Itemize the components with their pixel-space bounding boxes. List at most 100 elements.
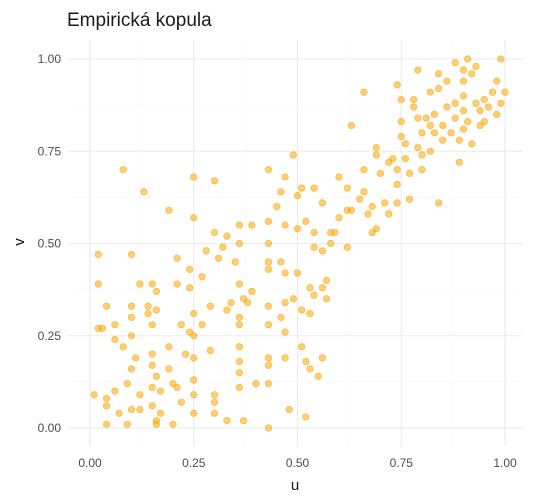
data-point: [318, 199, 327, 207]
data-point: [422, 114, 430, 122]
data-point: [198, 273, 206, 281]
data-point: [322, 276, 331, 285]
data-point: [464, 118, 472, 126]
data-point: [244, 298, 252, 307]
data-point: [405, 195, 414, 203]
data-points: [90, 55, 509, 432]
data-point: [364, 210, 372, 218]
data-point: [115, 409, 123, 417]
data-point: [401, 140, 410, 148]
data-point: [144, 310, 152, 318]
data-point: [173, 383, 181, 392]
data-point: [165, 365, 173, 373]
data-point: [144, 302, 152, 310]
data-point: [435, 70, 443, 78]
x-tick-label: 0.25: [182, 456, 206, 470]
data-point: [289, 295, 297, 303]
data-point: [435, 84, 443, 93]
data-point: [343, 184, 351, 192]
data-point: [231, 258, 239, 266]
data-point: [235, 343, 243, 351]
data-point: [190, 332, 198, 340]
data-point: [264, 166, 273, 174]
data-point: [177, 321, 185, 329]
data-point: [190, 409, 198, 417]
data-point: [239, 417, 248, 425]
data-point: [306, 284, 314, 292]
data-point: [285, 405, 293, 414]
data-point: [148, 383, 156, 392]
data-point: [298, 184, 306, 192]
data-point: [414, 114, 422, 122]
x-tick-label: 1.00: [493, 456, 517, 470]
data-point: [190, 310, 198, 318]
data-point: [210, 228, 219, 237]
data-point: [127, 313, 136, 321]
data-point: [152, 287, 160, 296]
data-point: [401, 155, 410, 163]
data-point: [102, 302, 111, 310]
data-point: [127, 302, 136, 310]
data-point: [235, 221, 243, 229]
data-point: [393, 199, 401, 207]
data-point: [314, 372, 322, 380]
data-point: [451, 99, 459, 107]
data-point: [223, 306, 231, 314]
data-point: [368, 203, 376, 211]
data-point: [210, 391, 219, 399]
data-point: [480, 95, 488, 104]
data-point: [152, 420, 160, 428]
data-point: [165, 206, 173, 214]
data-point: [235, 313, 243, 321]
data-point: [493, 77, 501, 85]
y-axis-title: v: [11, 238, 28, 246]
data-point: [414, 66, 422, 74]
x-tick-label: 0.75: [390, 456, 414, 470]
data-point: [293, 225, 302, 233]
data-point: [397, 132, 405, 141]
data-point: [426, 147, 434, 155]
data-point: [127, 332, 136, 340]
y-tick-label: 0.25: [38, 329, 62, 343]
data-point: [186, 265, 194, 273]
x-tick-label: 0.00: [78, 456, 102, 470]
data-point: [190, 354, 198, 362]
data-point: [156, 409, 165, 417]
data-point: [94, 280, 102, 288]
data-point: [289, 151, 297, 159]
data-point: [281, 221, 289, 229]
data-point: [235, 239, 243, 248]
data-point: [389, 155, 397, 163]
data-point: [459, 66, 468, 74]
grid-lines: [68, 40, 523, 446]
data-point: [248, 221, 256, 229]
data-point: [102, 394, 111, 403]
data-point: [235, 357, 243, 366]
data-point: [98, 324, 107, 332]
data-point: [248, 287, 256, 296]
data-point: [298, 306, 306, 314]
data-point: [331, 228, 339, 237]
data-point: [372, 151, 380, 159]
data-point: [215, 254, 223, 262]
data-point: [459, 92, 468, 100]
data-point: [123, 420, 131, 428]
data-point: [235, 280, 243, 288]
data-point: [136, 391, 144, 399]
data-point: [173, 280, 181, 288]
x-axis-title: u: [291, 477, 299, 494]
data-point: [376, 169, 385, 177]
data-point: [190, 376, 198, 384]
data-point: [298, 343, 306, 351]
data-point: [277, 313, 285, 321]
data-point: [198, 321, 206, 329]
data-point: [202, 247, 210, 255]
data-point: [235, 369, 243, 377]
data-point: [372, 143, 380, 152]
data-point: [405, 169, 414, 177]
data-point: [497, 55, 505, 63]
data-point: [501, 88, 509, 96]
data-point: [281, 328, 289, 336]
